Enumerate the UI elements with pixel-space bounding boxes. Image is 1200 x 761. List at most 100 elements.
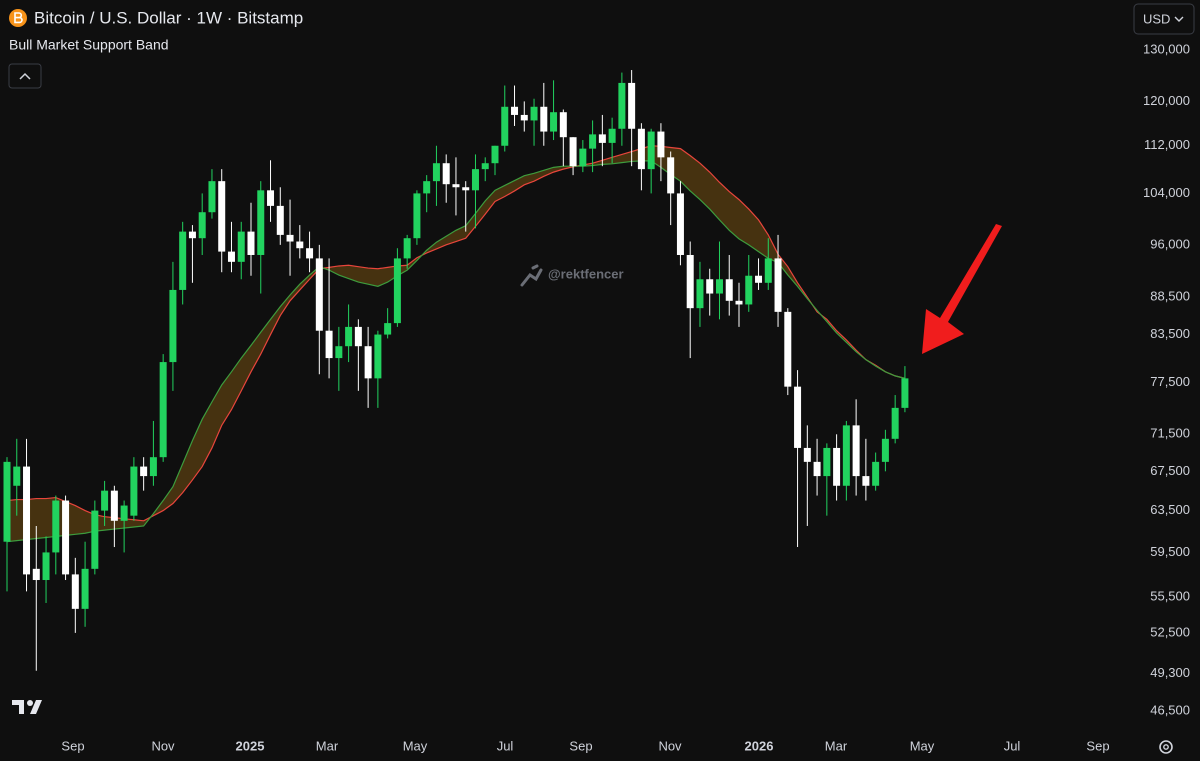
candle-body	[198, 212, 206, 239]
candle-body	[833, 447, 841, 486]
candle-body	[735, 300, 743, 305]
candle-body	[686, 254, 694, 309]
candle-body	[491, 145, 499, 164]
candle-body	[774, 258, 782, 312]
candle-body	[891, 407, 899, 439]
y-tick-label: 46,500	[1150, 702, 1190, 717]
candle-body	[550, 112, 558, 132]
candle-body	[71, 574, 79, 609]
plot-area	[3, 70, 909, 671]
candle-body	[335, 346, 343, 359]
candle-body	[715, 279, 723, 294]
y-tick-label: 77,500	[1150, 374, 1190, 389]
band-line	[6, 145, 906, 522]
x-tick-label: Mar	[825, 738, 848, 753]
candle-body	[667, 157, 675, 194]
y-tick-label: 71,500	[1150, 426, 1190, 441]
collapse-button[interactable]	[8, 63, 42, 89]
candle-body	[823, 447, 831, 477]
candle-body	[598, 134, 606, 143]
candle-body	[188, 231, 196, 239]
candle-body	[3, 461, 11, 542]
x-tick-label: Sep	[569, 738, 592, 753]
x-tick-label: Jul	[1004, 738, 1021, 753]
candle-body	[794, 386, 802, 448]
x-tick-label: May	[910, 738, 935, 753]
candle-body	[559, 112, 567, 138]
band-line	[6, 160, 906, 543]
candle-body	[745, 275, 753, 305]
candle-body	[442, 163, 450, 185]
candle-body	[91, 510, 99, 569]
candle-body	[618, 82, 626, 129]
candle-body	[110, 490, 118, 521]
candle-body	[306, 248, 314, 259]
btc-icon-glyph	[14, 12, 23, 24]
candle-body	[169, 289, 177, 363]
currency-label: USD	[1143, 11, 1170, 26]
candle-body	[345, 326, 353, 347]
y-tick-label: 67,500	[1150, 463, 1190, 478]
candle-body	[637, 128, 645, 170]
y-tick-label: 130,000	[1143, 41, 1190, 56]
candle-body	[755, 275, 763, 283]
candle-body	[501, 106, 509, 146]
candle-body	[784, 311, 792, 387]
x-tick-label: May	[403, 738, 428, 753]
settings-icon[interactable]	[1159, 740, 1173, 754]
candle-body	[862, 476, 870, 486]
x-tick-label: 2026	[745, 738, 774, 753]
candle-body	[218, 181, 226, 252]
candle-body	[628, 82, 636, 129]
y-tick-label: 55,500	[1150, 589, 1190, 604]
candle-body	[706, 279, 714, 294]
y-tick-label: 112,000	[1144, 137, 1190, 152]
y-tick-label: 83,500	[1150, 326, 1190, 341]
candle-body	[511, 106, 519, 115]
candle-body	[471, 169, 479, 191]
candle-body	[452, 184, 460, 188]
candle-body	[13, 466, 21, 486]
candle-body	[62, 500, 70, 575]
candle-body	[32, 568, 40, 581]
candle-body	[130, 466, 138, 516]
candle-body	[237, 231, 245, 262]
candle-body	[881, 438, 889, 462]
candle-body	[42, 552, 50, 581]
tv-logo-dot	[27, 700, 33, 706]
y-tick-label: 59,500	[1150, 544, 1190, 559]
x-tick-label: 2025	[236, 738, 265, 753]
candle-body	[569, 137, 577, 167]
candle-body	[462, 187, 470, 191]
y-tick-label: 49,300	[1150, 665, 1190, 680]
candle-body	[481, 163, 489, 170]
watermark: @rektfencer	[548, 266, 624, 281]
currency-caret	[1174, 16, 1184, 22]
indicator-name: Bull Market Support Band	[9, 37, 169, 53]
candle-body	[227, 251, 235, 262]
x-tick-label: Sep	[1086, 738, 1109, 753]
candle-body	[696, 279, 704, 309]
candle-body	[140, 466, 148, 477]
x-tick-label: Sep	[61, 738, 84, 753]
y-tick-label: 63,500	[1150, 502, 1190, 517]
y-tick-label: 96,000	[1150, 236, 1190, 251]
candle-body	[364, 346, 372, 379]
candle-body	[608, 128, 616, 143]
candle-body	[23, 466, 31, 575]
candle-body	[530, 106, 538, 121]
candle-body	[354, 326, 362, 347]
candle-body	[315, 258, 323, 331]
currency-button[interactable]	[1133, 3, 1195, 35]
candle-body	[384, 323, 392, 335]
watermark-icon	[520, 264, 543, 287]
candle-body	[267, 190, 275, 206]
candle-body	[764, 258, 772, 283]
candle-body	[403, 238, 411, 259]
candle-body	[149, 457, 157, 477]
candle-body	[159, 362, 167, 458]
y-tick-label: 88,500	[1150, 289, 1190, 304]
